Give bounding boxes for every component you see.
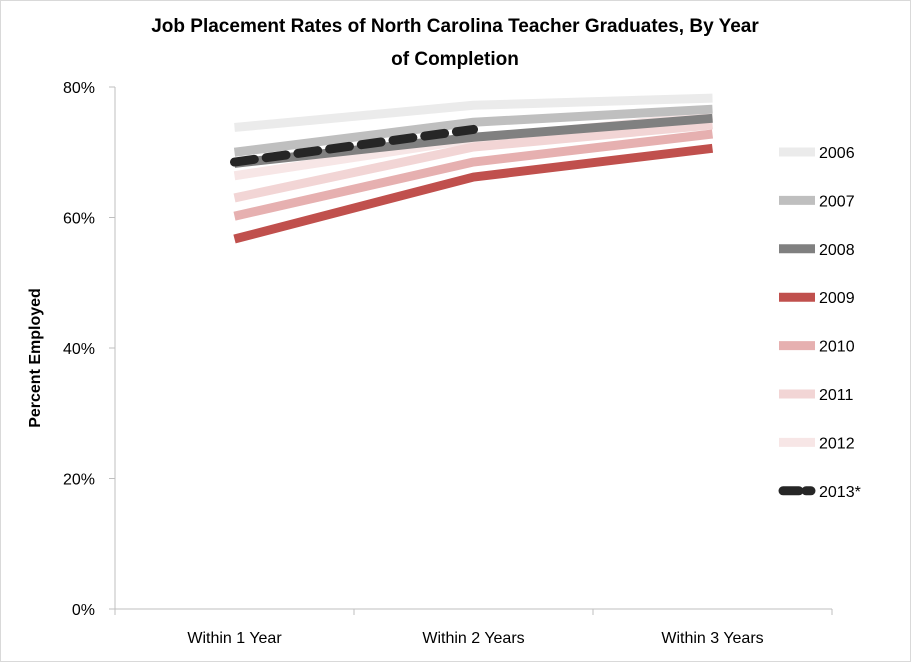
series-line-2006 bbox=[234, 93, 713, 132]
y-tick-label: 40% bbox=[63, 341, 95, 358]
legend-label: 2006 bbox=[819, 145, 855, 162]
y-tick-label: 20% bbox=[63, 472, 95, 489]
legend-label: 2008 bbox=[819, 242, 855, 259]
y-axis-label: Percent Employed bbox=[27, 288, 44, 428]
legend-label: 2007 bbox=[819, 193, 855, 210]
series-line-2009 bbox=[233, 143, 714, 244]
chart-title-line-1: Job Placement Rates of North Carolina Te… bbox=[151, 16, 759, 37]
y-tick-label: 0% bbox=[72, 602, 95, 619]
series-line-2010 bbox=[233, 129, 714, 221]
chart-title-line-2: of Completion bbox=[391, 49, 519, 70]
x-tick-label: Within 1 Year bbox=[187, 630, 282, 647]
series-line-2013 bbox=[230, 124, 478, 167]
series-line-2011 bbox=[233, 120, 713, 203]
legend-label: 2010 bbox=[819, 339, 855, 356]
y-tick-label: 80% bbox=[63, 80, 95, 97]
legend-label: 2012 bbox=[819, 435, 855, 452]
series-line-2007 bbox=[233, 104, 713, 157]
legend-label: 2011 bbox=[819, 387, 854, 404]
legend-label: 2013* bbox=[819, 484, 861, 501]
x-tick-label: Within 2 Years bbox=[422, 630, 524, 647]
x-tick-label: Within 3 Years bbox=[661, 630, 763, 647]
legend-label: 2009 bbox=[819, 290, 855, 307]
y-tick-label: 60% bbox=[63, 211, 95, 228]
